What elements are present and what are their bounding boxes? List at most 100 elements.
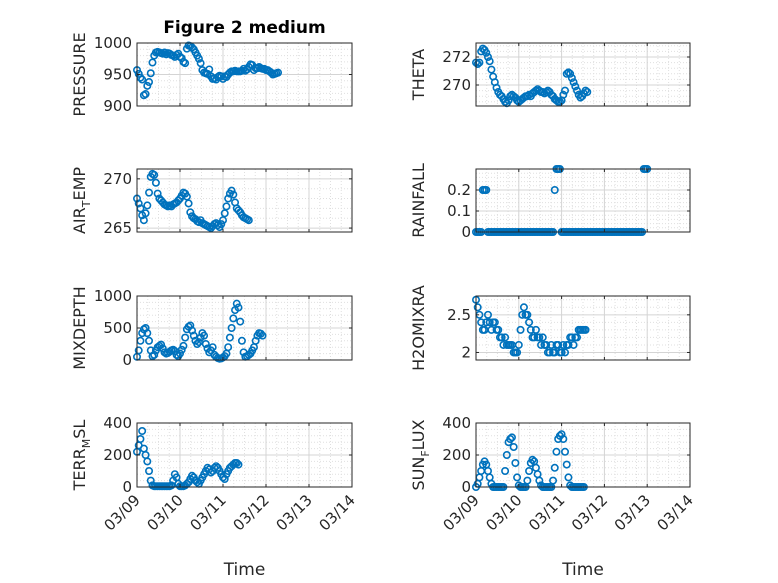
y-tick-label: 0 xyxy=(461,223,471,241)
data-point xyxy=(509,442,518,451)
data-point xyxy=(542,340,551,349)
data-point xyxy=(236,317,245,326)
data-point xyxy=(138,426,147,435)
data-point xyxy=(157,340,166,349)
data-point xyxy=(559,90,568,99)
x-tick-label: 03/14 xyxy=(654,491,697,534)
data-point xyxy=(562,69,571,78)
data-point xyxy=(145,336,154,345)
data-point xyxy=(573,86,582,95)
data-point xyxy=(525,466,534,475)
data-point xyxy=(229,314,238,323)
y-axis-label: AIRTEMP xyxy=(70,167,93,234)
data-point xyxy=(227,186,236,195)
data-point xyxy=(530,333,539,342)
data-point xyxy=(222,202,231,211)
data-point xyxy=(134,69,143,78)
y-tick-label: 500 xyxy=(103,319,132,337)
data-point xyxy=(234,460,243,469)
y-tick-label: 0.2 xyxy=(447,181,471,199)
y-tick-label: 0 xyxy=(122,351,132,369)
data-point xyxy=(145,188,154,197)
data-point xyxy=(581,325,590,334)
data-point xyxy=(237,336,246,345)
x-tick-label: 03/12 xyxy=(230,491,273,534)
data-point xyxy=(531,325,540,334)
data-point xyxy=(513,473,522,482)
data-point xyxy=(193,339,202,348)
y-tick-label: 400 xyxy=(442,414,471,432)
data-point xyxy=(208,343,217,352)
data-point xyxy=(196,59,205,68)
data-point xyxy=(201,339,210,348)
data-point xyxy=(220,209,229,218)
data-point xyxy=(501,333,510,342)
data-point xyxy=(177,345,186,354)
data-point xyxy=(482,48,491,57)
data-point xyxy=(511,458,520,467)
data-point xyxy=(518,310,527,319)
y-axis-label: PRESSURE xyxy=(70,32,89,116)
x-tick-label: 03/13 xyxy=(273,491,316,534)
data-point xyxy=(561,447,570,456)
data-point xyxy=(153,189,162,198)
data-point xyxy=(186,208,195,217)
data-point xyxy=(535,476,544,485)
y-axis-label: MIXDEPTH xyxy=(70,286,89,369)
y-tick-label: 1000 xyxy=(94,287,132,305)
x-tick-label: 03/14 xyxy=(316,491,359,534)
data-point xyxy=(148,58,157,67)
y-axis-label: H2OMIXRA xyxy=(409,285,428,371)
data-point xyxy=(205,65,214,74)
data-point xyxy=(224,194,233,203)
data-point xyxy=(554,340,563,349)
y-tick-label: 0.1 xyxy=(447,202,471,220)
data-point xyxy=(519,303,528,312)
data-point xyxy=(561,348,570,357)
data-point xyxy=(525,318,534,327)
data-point xyxy=(497,333,506,342)
data-point xyxy=(504,96,513,105)
data-point xyxy=(473,303,482,312)
data-point xyxy=(237,66,246,75)
data-point xyxy=(151,178,160,187)
data-point xyxy=(561,86,570,95)
data-point xyxy=(549,476,558,485)
panel-5: 0 500 1000 MIXDEPTH xyxy=(70,286,353,370)
data-point xyxy=(564,340,573,349)
data-point xyxy=(485,57,494,66)
data-point xyxy=(557,430,566,439)
y-tick-label: 2 xyxy=(461,343,471,361)
x-tick-label: 03/11 xyxy=(187,491,230,534)
data-point xyxy=(145,78,154,87)
data-point xyxy=(256,329,265,338)
data-point xyxy=(138,75,147,84)
data-point xyxy=(181,59,190,68)
x-tick-label: 03/13 xyxy=(611,491,654,534)
data-point xyxy=(513,96,522,105)
data-point xyxy=(220,474,229,483)
axes-box xyxy=(475,295,691,361)
x-axis-label: Time xyxy=(561,560,604,580)
chart-title: Figure 2 medium xyxy=(163,18,325,38)
y-axis-label: RAINFALL xyxy=(409,163,428,238)
x-tick-label: 03/12 xyxy=(568,491,611,534)
data-point xyxy=(494,325,503,334)
data-point xyxy=(143,81,152,90)
data-point xyxy=(141,209,150,218)
data-point xyxy=(506,434,515,443)
axes-box xyxy=(136,168,353,233)
data-point xyxy=(139,216,148,225)
data-point xyxy=(550,186,559,195)
data-point xyxy=(227,323,236,332)
data-point xyxy=(538,333,547,342)
plot-area xyxy=(476,169,690,232)
data-point xyxy=(150,350,159,359)
data-point xyxy=(559,340,568,349)
panel-4: 0 0.1 0.2 RAINFALL xyxy=(409,163,691,241)
data-point xyxy=(569,340,578,349)
y-tick-label: 900 xyxy=(103,97,132,115)
data-point xyxy=(146,69,155,78)
data-point xyxy=(232,299,241,308)
